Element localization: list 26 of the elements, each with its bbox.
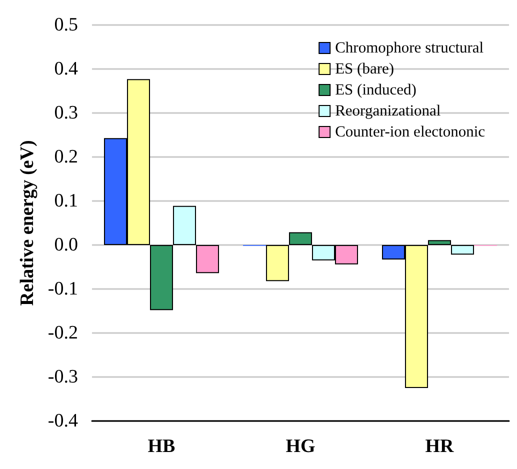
y-axis-title: Relative energy (eV) [17, 140, 38, 306]
y-tick-label: -0.1 [48, 278, 78, 300]
y-tick-label: 0.0 [54, 234, 78, 256]
y-tick-label: -0.3 [48, 366, 78, 388]
y-tick-label: 0.3 [54, 102, 78, 124]
bar [173, 206, 196, 245]
y-tick-label: 0.1 [54, 190, 78, 212]
legend-label: ES (bare) [335, 60, 394, 78]
bar [196, 245, 219, 274]
bar [451, 245, 474, 255]
bar [150, 245, 173, 310]
y-tick-label: 0.2 [54, 146, 78, 168]
legend-label: Reorganizational [335, 102, 441, 120]
x-tick-label: HB [148, 436, 176, 457]
x-tick-label: HR [425, 436, 454, 457]
y-tick-label: -0.4 [48, 410, 78, 432]
legend-label: Counter-ion electononic [335, 124, 486, 140]
bar [266, 245, 289, 282]
bar [289, 232, 312, 245]
bar [428, 240, 451, 245]
legend-label: ES (induced) [335, 82, 416, 98]
x-tick-label: HG [286, 436, 316, 457]
y-tick-label: 0.4 [54, 58, 78, 80]
y-tick-label: -0.2 [48, 322, 78, 344]
y-tick-label: 0.5 [54, 14, 78, 36]
legend-label: Chromophore structural [335, 40, 484, 56]
